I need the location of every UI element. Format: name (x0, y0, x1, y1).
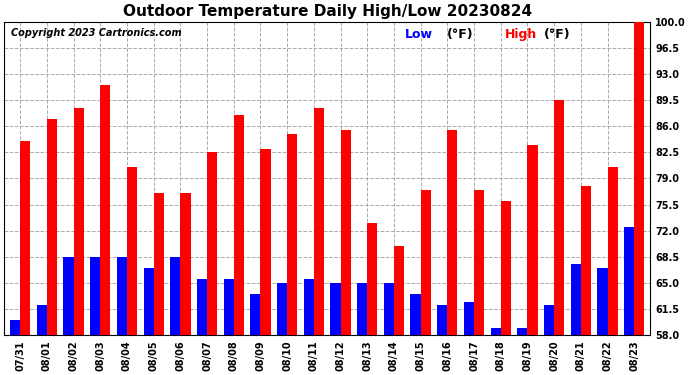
Bar (197, 279, 207, 335)
Bar (207, 152, 217, 335)
Bar (144, 268, 154, 335)
Text: Low: Low (405, 28, 433, 41)
Bar (527, 145, 538, 335)
Bar (287, 134, 297, 335)
Bar (634, 22, 644, 335)
Bar (411, 294, 421, 335)
Bar (598, 268, 607, 335)
Bar (474, 190, 484, 335)
Bar (234, 115, 244, 335)
Text: (°F): (°F) (544, 28, 570, 41)
Bar (518, 328, 527, 335)
Bar (117, 257, 127, 335)
Bar (20, 141, 30, 335)
Bar (501, 201, 511, 335)
Text: High: High (505, 28, 537, 41)
Bar (154, 194, 164, 335)
Bar (224, 279, 234, 335)
Bar (304, 279, 314, 335)
Bar (277, 283, 287, 335)
Bar (260, 148, 270, 335)
Bar (554, 100, 564, 335)
Bar (74, 108, 83, 335)
Bar (127, 167, 137, 335)
Bar (47, 119, 57, 335)
Bar (180, 194, 190, 335)
Text: (°F): (°F) (446, 28, 473, 41)
Bar (571, 264, 581, 335)
Bar (624, 227, 634, 335)
Bar (170, 257, 180, 335)
Bar (464, 302, 474, 335)
Bar (491, 328, 501, 335)
Text: Copyright 2023 Cartronics.com: Copyright 2023 Cartronics.com (10, 28, 181, 38)
Title: Outdoor Temperature Daily High/Low 20230824: Outdoor Temperature Daily High/Low 20230… (123, 4, 532, 19)
Bar (607, 167, 618, 335)
Bar (314, 108, 324, 335)
Bar (384, 283, 394, 335)
Bar (37, 305, 47, 335)
Bar (331, 283, 341, 335)
Bar (437, 305, 447, 335)
Bar (544, 305, 554, 335)
Bar (10, 320, 20, 335)
Bar (421, 190, 431, 335)
Bar (394, 246, 404, 335)
Bar (63, 257, 74, 335)
Bar (250, 294, 260, 335)
Bar (357, 283, 367, 335)
Bar (367, 223, 377, 335)
Bar (581, 186, 591, 335)
Bar (447, 130, 457, 335)
Bar (341, 130, 351, 335)
Bar (90, 257, 100, 335)
Bar (100, 85, 110, 335)
